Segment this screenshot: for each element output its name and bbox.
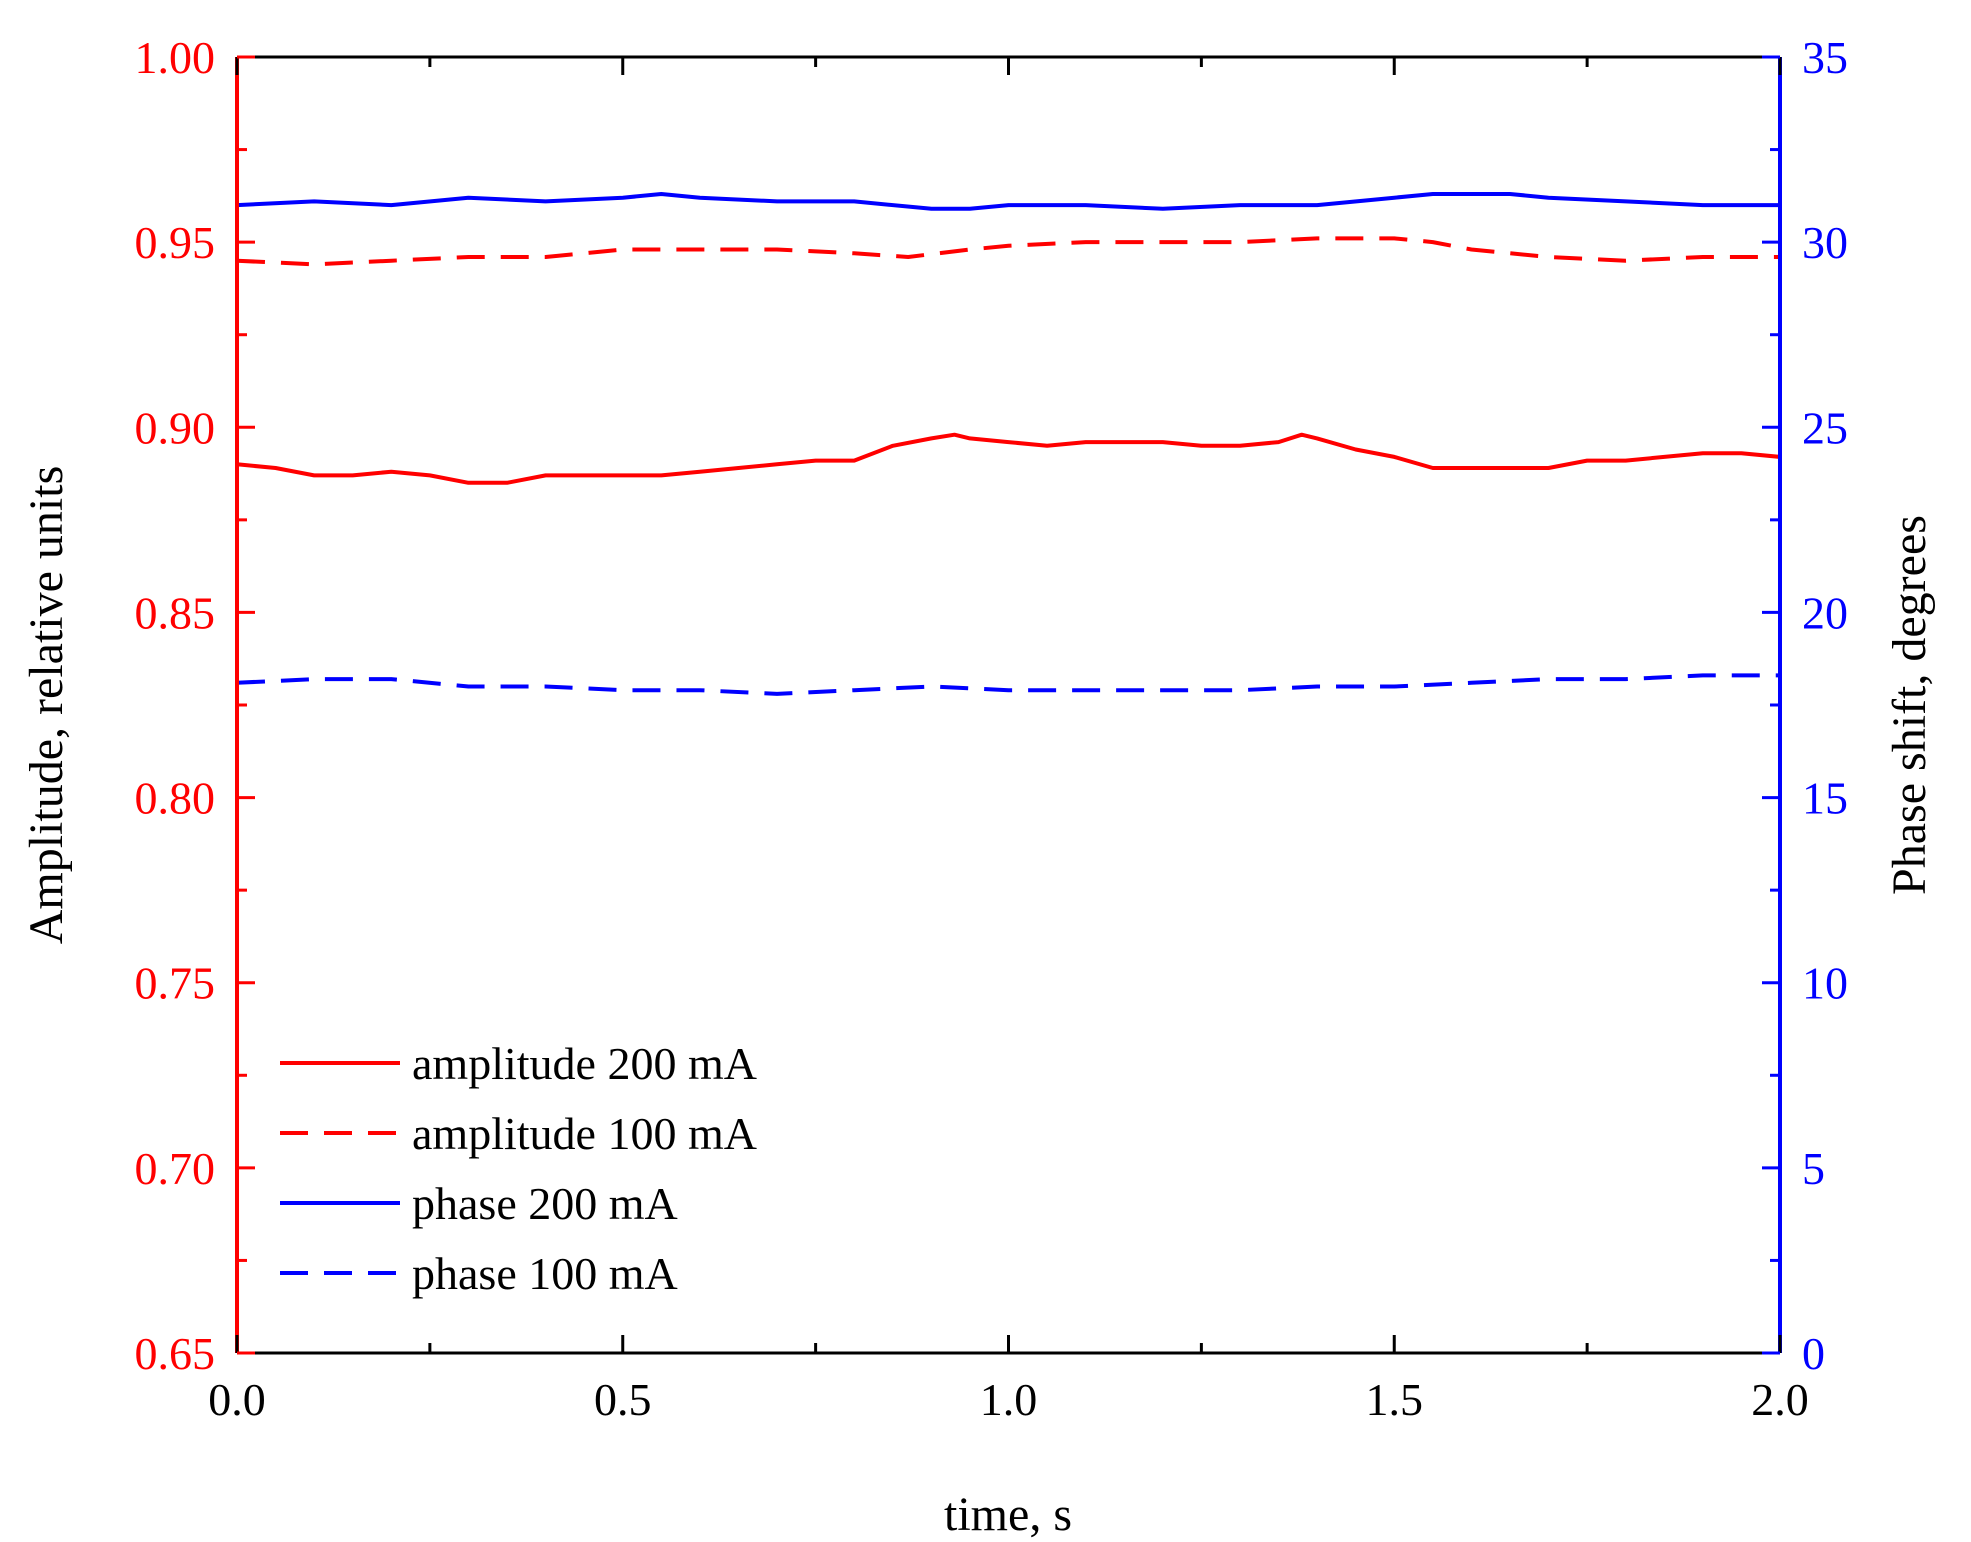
x-tick-label: 2.0	[1751, 1374, 1809, 1425]
legend-label: phase 100 mA	[412, 1248, 678, 1299]
y-left-tick-label: 0.85	[135, 587, 216, 638]
y-right-tick-label: 0	[1802, 1328, 1825, 1379]
series-line-phase-200-ma	[236, 192, 1780, 211]
y-left-tick-label: 0.65	[135, 1328, 216, 1379]
y-right-axis-label: Phase shift, degrees	[1883, 515, 1936, 895]
series-line-phase-100-ma	[236, 673, 1780, 696]
legend-label: phase 200 mA	[412, 1178, 678, 1229]
y-right-tick-label: 35	[1802, 32, 1848, 83]
y-right-tick-label: 10	[1802, 958, 1848, 1009]
y-left-tick-label: 1.00	[135, 32, 216, 83]
series-line-amplitude-200-ma	[236, 432, 1781, 485]
y-left-tick-label: 0.90	[135, 402, 216, 453]
y-left-tick-label: 0.95	[135, 217, 216, 268]
legend-label: amplitude 200 mA	[412, 1038, 757, 1089]
y-left-axis-label: Amplitude, relative units	[20, 466, 73, 945]
y-left-tick-label: 0.80	[135, 773, 216, 824]
y-left-tick-label: 0.75	[135, 958, 216, 1009]
x-tick-label: 1.5	[1366, 1374, 1424, 1425]
x-tick-label: 1.0	[980, 1374, 1038, 1425]
x-tick-label: 0.5	[594, 1374, 652, 1425]
y-right-tick-label: 5	[1802, 1143, 1825, 1194]
y-right-tick-label: 30	[1802, 217, 1848, 268]
y-right-tick-label: 20	[1802, 587, 1848, 638]
y-right-tick-label: 25	[1802, 402, 1848, 453]
y-left-tick-label: 0.70	[135, 1143, 216, 1194]
x-tick-label: 0.0	[208, 1374, 266, 1425]
x-axis-label: time, s	[944, 1488, 1072, 1541]
y-right-tick-label: 15	[1802, 773, 1848, 824]
legend-label: amplitude 100 mA	[412, 1108, 757, 1159]
series-line-amplitude-100-ma	[236, 236, 1780, 267]
